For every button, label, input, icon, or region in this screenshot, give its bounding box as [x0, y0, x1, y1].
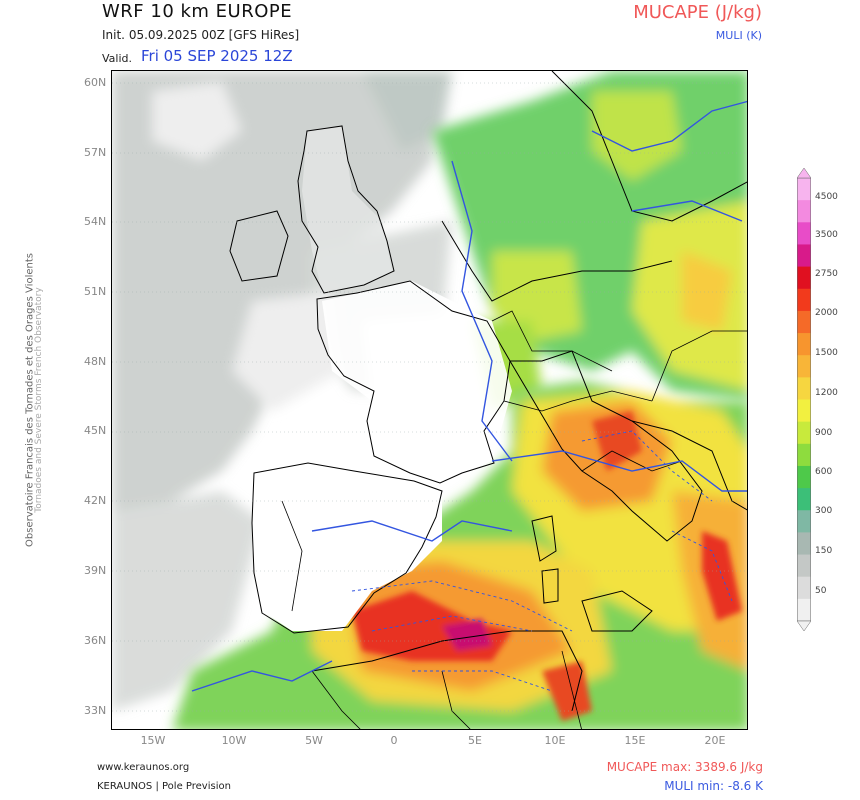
colorbar-label: 2000 — [815, 308, 838, 318]
lat-label-33n: 33N — [84, 704, 107, 717]
lat-label-42n: 42N — [84, 494, 107, 507]
lon-label-15w: 15W — [140, 734, 166, 747]
colorbar — [797, 168, 811, 631]
lon-label-20e: 20E — [704, 734, 726, 747]
colorbar-cell — [797, 333, 811, 356]
map-title: WRF 10 km EUROPE — [102, 1, 293, 22]
colorbar-top-arrow — [797, 168, 811, 179]
map-panel[interactable] — [111, 70, 748, 730]
colorbar-label: 50 — [815, 586, 827, 596]
colorbar-cell — [797, 377, 811, 400]
colorbar-label: 300 — [815, 506, 833, 516]
colorbar-cell — [797, 310, 811, 334]
colorbar-cell — [797, 443, 811, 467]
colorbar-cell — [797, 465, 811, 489]
lat-label-54n: 54N — [84, 215, 107, 228]
colorbar-cell — [797, 200, 811, 223]
lon-label-5e: 5E — [468, 734, 482, 747]
colorbar-cell — [797, 222, 811, 245]
colorbar-cell — [797, 488, 811, 511]
muli-contours — [191, 100, 747, 692]
colorbar-cell — [797, 355, 811, 378]
colorbar-cell — [797, 266, 811, 290]
cape-high-core — [352, 411, 742, 721]
cape-east-field — [432, 71, 747, 411]
side-text-en-label: Tornadoes and Severe Storms French Obser… — [34, 287, 44, 513]
footer-org: KERAUNOS | Pole Prevision — [97, 781, 231, 792]
lon-label-0: 0 — [390, 734, 398, 747]
colorbar-cell — [797, 532, 811, 556]
lat-label-48n: 48N — [84, 355, 107, 368]
colorbar-cell — [797, 576, 811, 600]
lon-label-15e: 15E — [624, 734, 646, 747]
colorbar-label: 150 — [815, 546, 833, 556]
france-land — [322, 281, 512, 481]
lat-label-45n: 45N — [84, 424, 107, 437]
lat-label-36n: 36N — [84, 634, 107, 647]
lon-label-10w: 10W — [221, 734, 247, 747]
colorbar-bottom-arrow — [797, 620, 811, 631]
mucape-max-stat: MUCAPE max: 3389.6 J/kg — [606, 760, 763, 774]
footer-site: www.keraunos.org — [97, 762, 190, 773]
colorbar-label: 1200 — [815, 388, 838, 398]
colorbar-cell — [797, 244, 811, 268]
colorbar-cell — [797, 598, 811, 622]
colorbar-cell — [797, 421, 811, 445]
muli-min-stat: MULI min: -8.6 K — [664, 779, 763, 793]
valid-label: Valid. — [102, 52, 133, 65]
colorbar-cell — [797, 178, 811, 201]
variable-secondary: MULI (K) — [715, 29, 762, 42]
iberia-land — [252, 461, 442, 631]
variable-primary: MUCAPE (J/kg) — [633, 2, 762, 23]
coastlines — [229, 71, 747, 712]
colorbar-label: 900 — [815, 428, 833, 438]
country-borders — [281, 310, 747, 729]
map-canvas — [112, 71, 747, 729]
colorbar-label: 1500 — [815, 348, 838, 358]
britain-land — [302, 126, 392, 291]
valid-time: Fri 05 SEP 2025 12Z — [141, 47, 293, 65]
lat-label-60n: 60N — [84, 76, 107, 89]
lon-label-5w: 5W — [305, 734, 323, 747]
lon-label-10e: 10E — [544, 734, 566, 747]
colorbar-label: 600 — [815, 467, 833, 477]
colorbar-label: 4500 — [815, 192, 838, 202]
colorbar-label: 3500 — [815, 230, 838, 240]
colorbar-cell — [797, 554, 811, 578]
lat-label-51n: 51N — [84, 285, 107, 298]
init-time: Init. 05.09.2025 00Z [GFS HiRes] — [102, 28, 300, 42]
colorbar-cell — [797, 288, 811, 312]
colorbar-cell — [797, 510, 811, 533]
lat-label-57n: 57N — [84, 146, 107, 159]
muli-dashed-contours — [351, 430, 733, 692]
lat-label-39n: 39N — [84, 564, 107, 577]
colorbar-label: 2750 — [815, 269, 838, 279]
colorbar-cell — [797, 399, 811, 423]
